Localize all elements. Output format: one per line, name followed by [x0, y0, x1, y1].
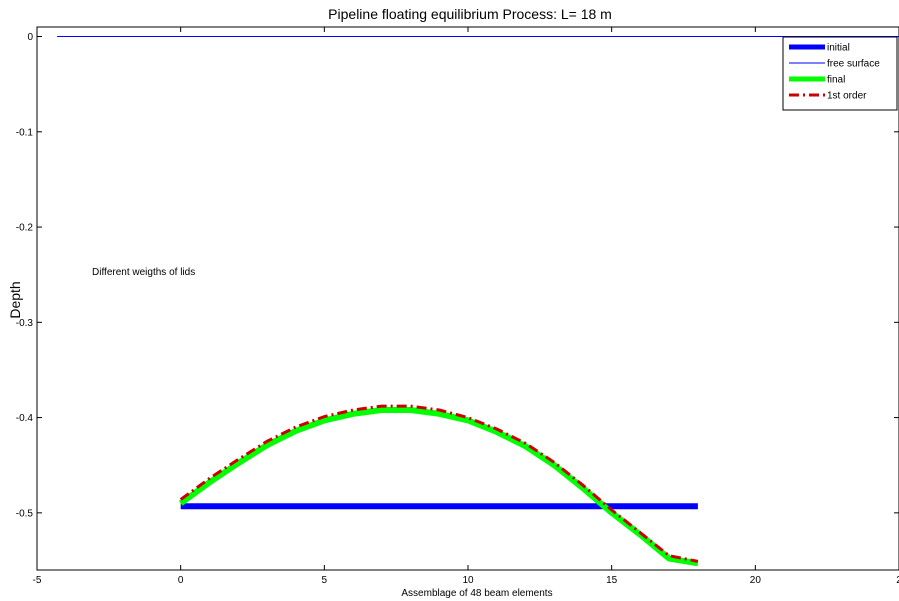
x-tick-label: 15 — [606, 575, 618, 586]
chart-title: Pipeline floating equilibrium Process: L… — [328, 6, 612, 22]
x-tick-label: 20 — [750, 575, 762, 586]
series-line-final — [178, 407, 699, 567]
legend: initial free surface final 1st order — [782, 36, 898, 111]
series-line-1st-order — [179, 404, 699, 563]
series-layer — [57, 36, 899, 567]
legend-label: initial — [827, 43, 850, 54]
legend-label: free surface — [827, 59, 880, 70]
x-tick-label: 5 — [322, 575, 328, 586]
x-tick-label: 10 — [462, 575, 474, 586]
y-tick-label: 0 — [27, 32, 33, 43]
y-tick-label: -0.2 — [16, 223, 34, 234]
annotation-lids: Different weigths of lids — [92, 267, 195, 278]
x-tick-label: -5 — [33, 575, 42, 586]
y-tick-label: -0.5 — [16, 508, 34, 519]
tick-labels: -50510152020-0.1-0.2-0.3-0.4-0.5 — [16, 32, 899, 586]
y-axis-label: Depth — [7, 281, 23, 318]
x-tick-label: 2 — [896, 575, 899, 586]
y-tick-label: -0.4 — [16, 413, 34, 424]
y-tick-label: -0.1 — [16, 127, 34, 138]
x-tick-label: 0 — [178, 575, 184, 586]
legend-label: final — [827, 75, 845, 86]
plot-area — [37, 27, 899, 570]
y-tick-label: -0.3 — [16, 318, 34, 329]
x-axis-label: Assemblage of 48 beam elements — [401, 588, 552, 599]
legend-label: 1st order — [827, 91, 867, 102]
